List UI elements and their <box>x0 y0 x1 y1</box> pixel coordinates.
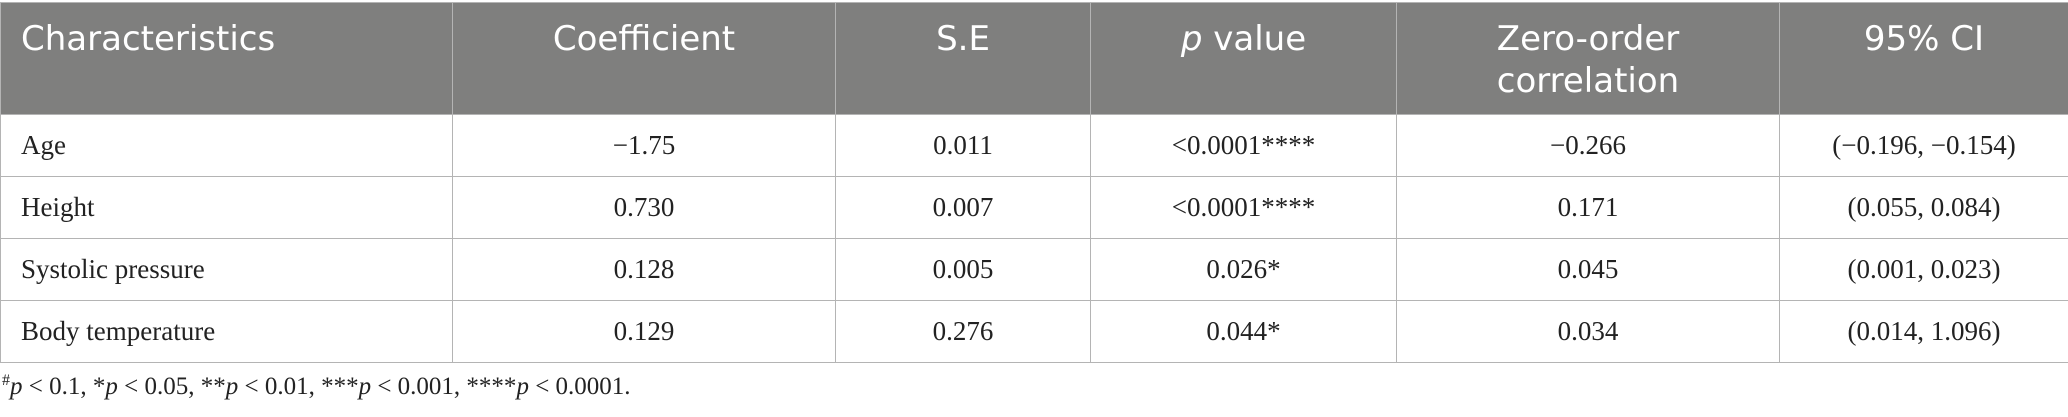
cell-zero-order: 0.034 <box>1396 300 1780 363</box>
table-row: Age −1.75 0.011 <0.0001**** −0.266 (−0.1… <box>0 114 2068 177</box>
footnote-p-symbol: p <box>105 373 118 400</box>
header-zero-order-line2: correlation <box>1496 61 1680 101</box>
cell-coefficient: 0.128 <box>452 238 836 301</box>
cell-ci: (0.055, 0.084) <box>1779 176 2068 239</box>
cell-p-value: <0.0001**** <box>1090 114 1397 177</box>
cell-ci: (0.014, 1.096) <box>1779 300 2068 363</box>
footnote-p-symbol: p <box>10 373 23 400</box>
cell-p-value: 0.044* <box>1090 300 1397 363</box>
table-row: Body temperature 0.129 0.276 0.044* 0.03… <box>0 300 2068 363</box>
cell-coefficient: −1.75 <box>452 114 836 177</box>
cell-ci: (−0.196, −0.154) <box>1779 114 2068 177</box>
table-header: Characteristics Coefficient S.E p value … <box>0 2 2068 115</box>
table-body: Age −1.75 0.011 <0.0001**** −0.266 (−0.1… <box>0 114 2068 363</box>
header-p-value-label: value <box>1202 19 1307 59</box>
cell-characteristic: Systolic pressure <box>0 238 453 301</box>
cell-characteristic: Age <box>0 114 453 177</box>
footnote-text: < 0.05, ** <box>117 373 226 400</box>
cell-characteristic: Body temperature <box>0 300 453 363</box>
footnote-text: < 0.1, * <box>22 373 106 400</box>
cell-coefficient: 0.730 <box>452 176 836 239</box>
cell-ci: (0.001, 0.023) <box>1779 238 2068 301</box>
footnote-hash-symbol: # <box>2 372 10 389</box>
footnote-p-symbol: p <box>516 373 529 400</box>
header-se: S.E <box>835 2 1091 115</box>
footnote-text: < 0.001, **** <box>371 373 517 400</box>
header-p-symbol: p <box>1180 19 1203 59</box>
header-row: Characteristics Coefficient S.E p value … <box>0 2 2068 115</box>
table-row: Height 0.730 0.007 <0.0001**** 0.171 (0.… <box>0 176 2068 239</box>
cell-characteristic: Height <box>0 176 453 239</box>
cell-se: 0.276 <box>835 300 1091 363</box>
footnote-p-symbol: p <box>225 373 239 400</box>
footnote-text: < 0.01, *** <box>238 373 359 400</box>
cell-zero-order: 0.045 <box>1396 238 1780 301</box>
header-zero-order-line1: Zero-order <box>1496 19 1680 59</box>
footnote-p-symbol: p <box>358 373 372 400</box>
cell-se: 0.011 <box>835 114 1091 177</box>
header-characteristics: Characteristics <box>0 2 453 115</box>
cell-se: 0.005 <box>835 238 1091 301</box>
header-ci: 95% CI <box>1779 2 2068 115</box>
significance-footnote: #p < 0.1, *p < 0.05, **p < 0.01, ***p < … <box>2 372 631 401</box>
header-coefficient: Coefficient <box>452 2 836 115</box>
cell-coefficient: 0.129 <box>452 300 836 363</box>
cell-zero-order: −0.266 <box>1396 114 1780 177</box>
footnote-text: < 0.0001. <box>528 373 631 400</box>
regression-results-table: Characteristics Coefficient S.E p value … <box>0 2 2068 363</box>
header-p-value: p value <box>1090 2 1397 115</box>
table-row: Systolic pressure 0.128 0.005 0.026* 0.0… <box>0 238 2068 301</box>
cell-zero-order: 0.171 <box>1396 176 1780 239</box>
header-zero-order-correlation: Zero-order correlation <box>1396 2 1780 115</box>
cell-se: 0.007 <box>835 176 1091 239</box>
cell-p-value: 0.026* <box>1090 238 1397 301</box>
cell-p-value: <0.0001**** <box>1090 176 1397 239</box>
